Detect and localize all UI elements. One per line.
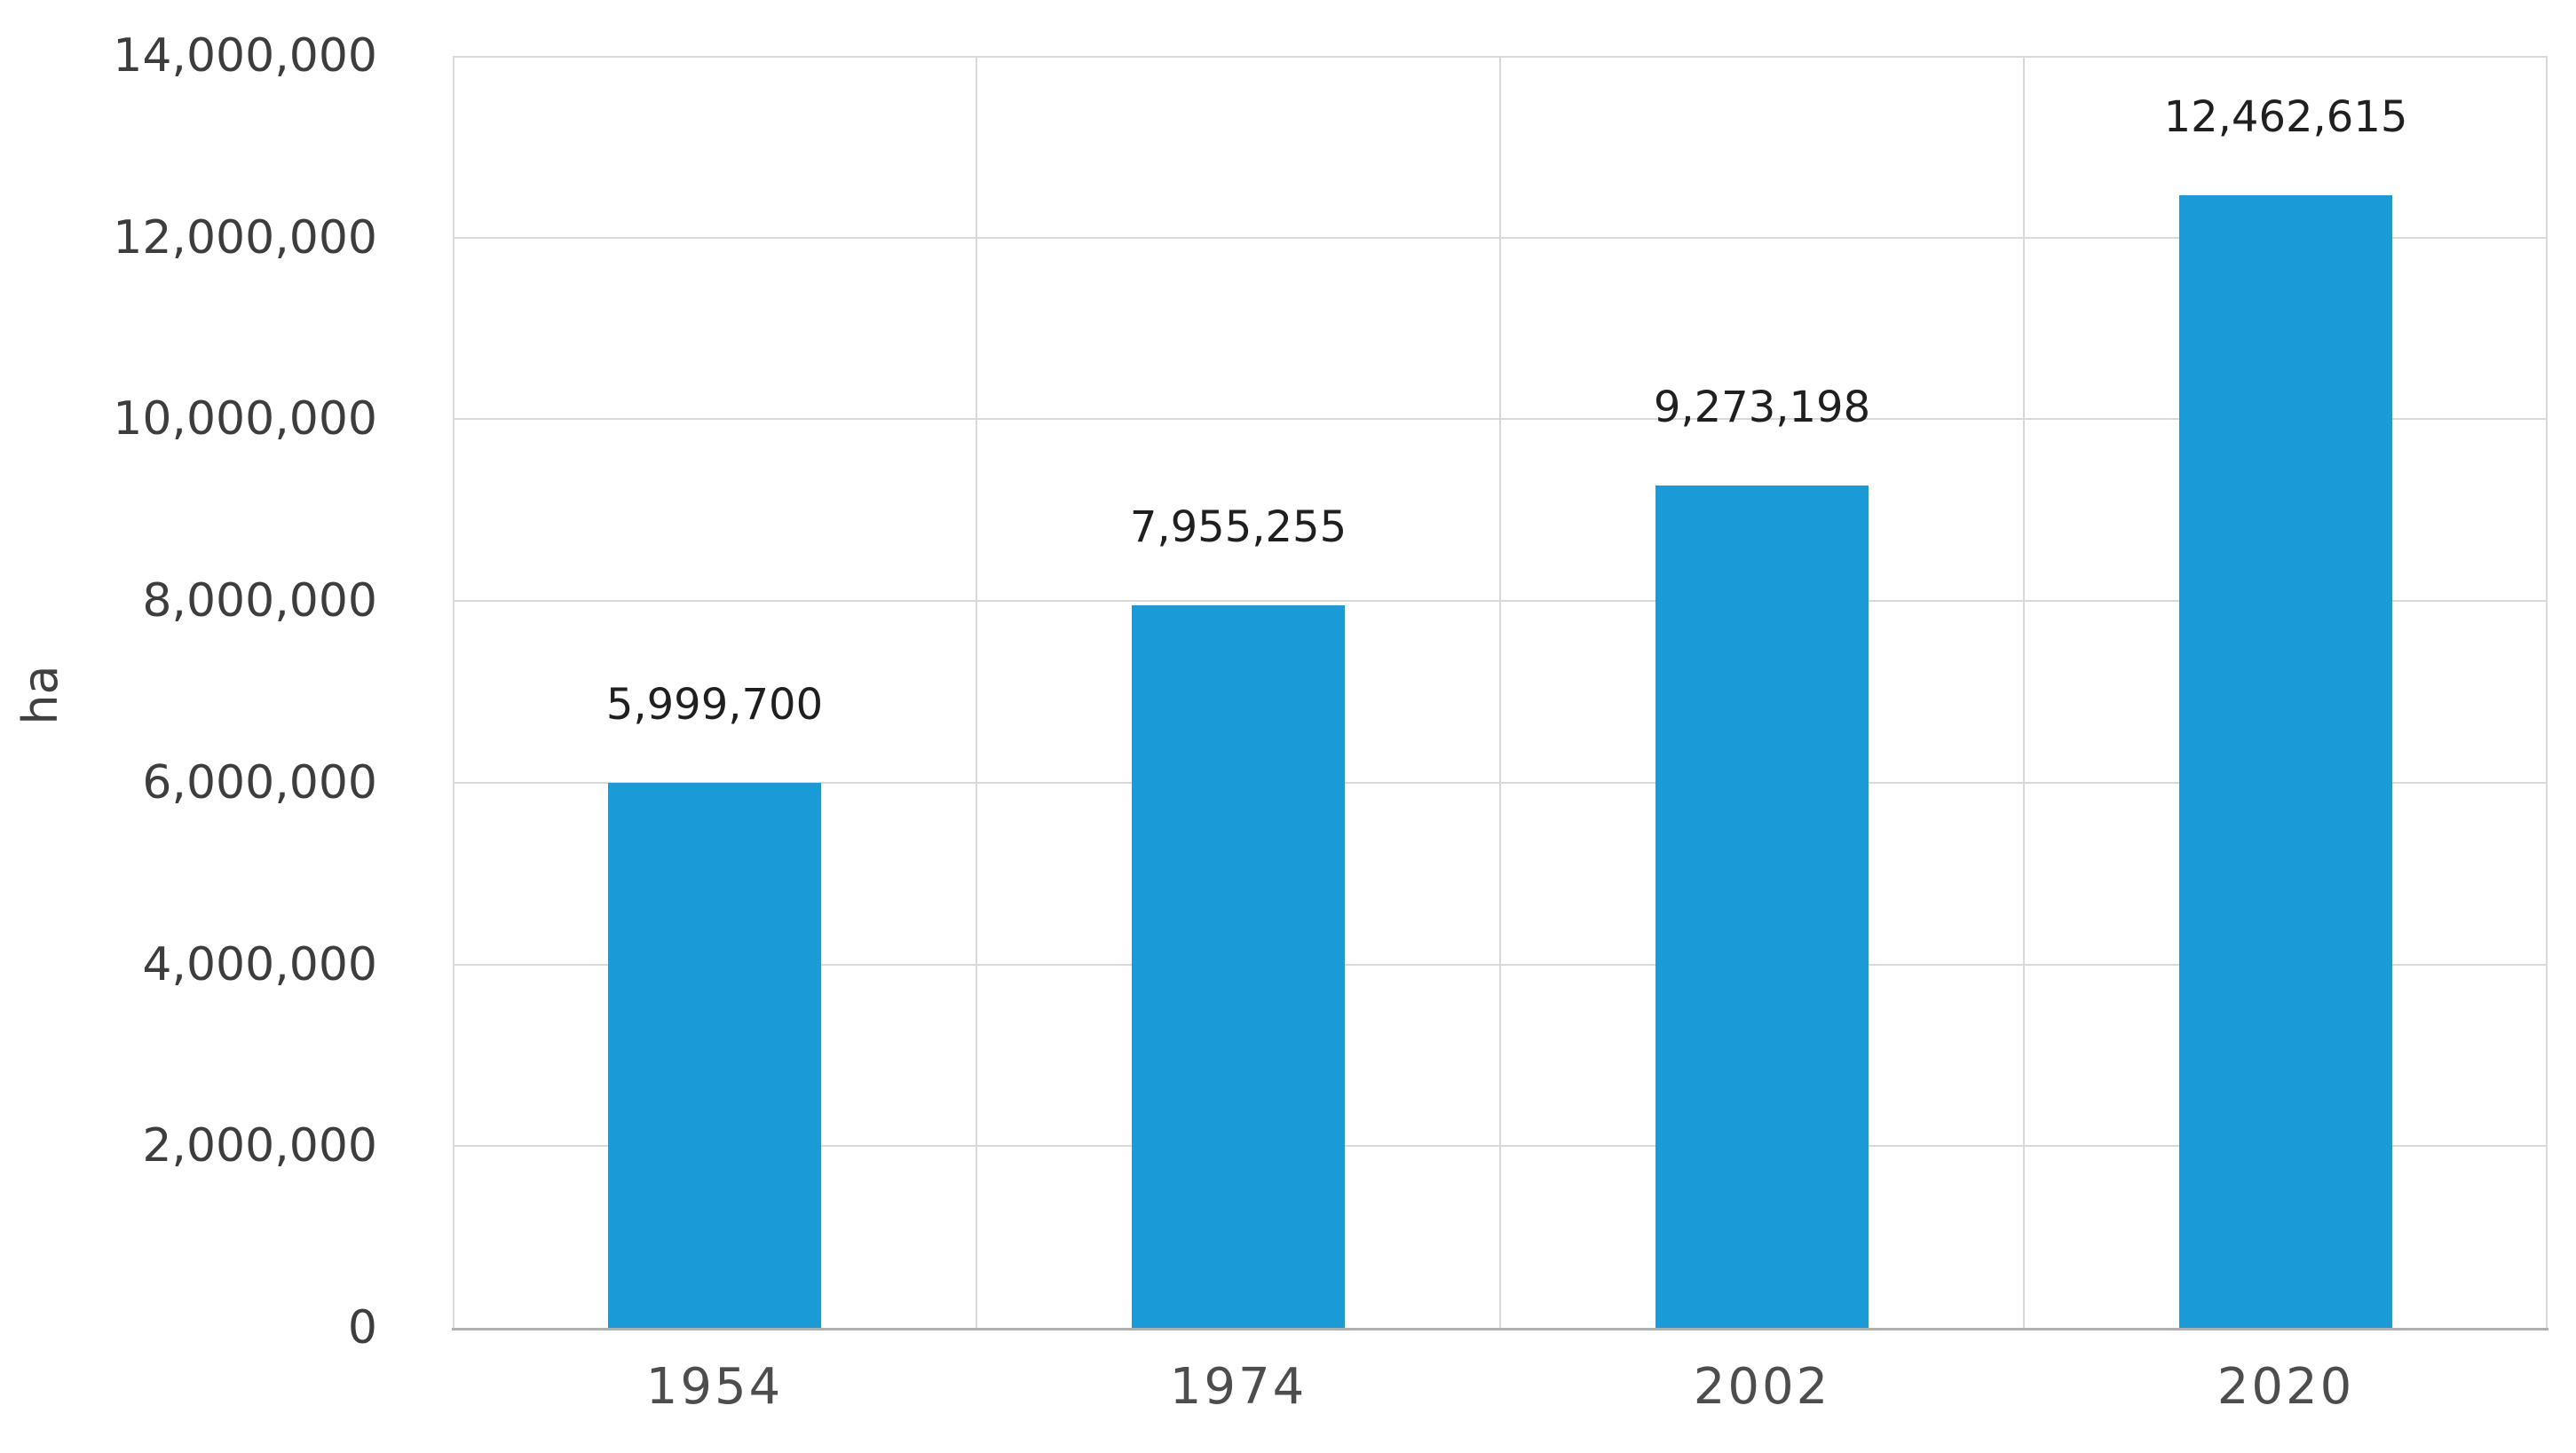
bar (2179, 195, 2392, 1328)
bar (1132, 604, 1345, 1328)
x-tick-label: 1954 (645, 1358, 784, 1416)
x-axis-line (452, 1328, 2548, 1331)
y-tick-label: 4,000,000 (142, 937, 377, 991)
bar (608, 782, 821, 1328)
y-tick-label: 12,000,000 (113, 210, 377, 265)
x-tick-label: 1974 (1169, 1358, 1308, 1416)
y-tick-label: 2,000,000 (142, 1119, 377, 1173)
bar (1655, 485, 1869, 1328)
y-tick-label: 6,000,000 (142, 755, 377, 809)
v-gridline (2023, 56, 2025, 1328)
y-tick-label: 14,000,000 (113, 29, 377, 83)
v-gridline (1499, 56, 1501, 1328)
y-axis-title: ha (12, 665, 68, 725)
bar-value-label: 12,462,615 (2163, 92, 2408, 143)
bar-value-label: 5,999,700 (605, 679, 824, 730)
bar-value-label: 9,273,198 (1653, 382, 1871, 432)
x-tick-label: 2002 (1693, 1358, 1831, 1416)
v-gridline (976, 56, 977, 1328)
y-tick-label: 8,000,000 (142, 574, 377, 628)
bar-value-label: 7,955,255 (1129, 501, 1347, 552)
x-tick-label: 2020 (2216, 1358, 2355, 1416)
y-tick-label: 10,000,000 (113, 392, 377, 446)
y-tick-label: 0 (347, 1301, 377, 1354)
